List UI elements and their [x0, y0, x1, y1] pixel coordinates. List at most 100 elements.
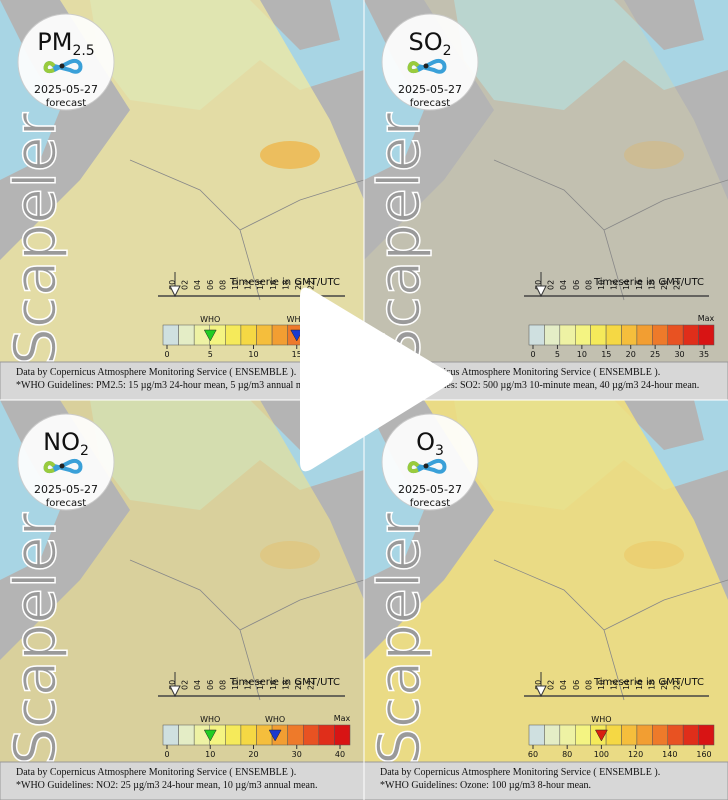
logo-green [407, 461, 420, 474]
scale-cell [287, 724, 304, 746]
who-label: WHO [200, 715, 220, 724]
border [129, 159, 364, 301]
scale-cell [605, 724, 622, 746]
max-label: Max [698, 314, 715, 323]
land [614, 0, 704, 50]
hour-label: 12 [244, 280, 253, 290]
scale-cell [698, 724, 715, 746]
pollution [364, 400, 728, 800]
hour-label: 00 [168, 280, 177, 290]
scale-cell [667, 324, 684, 346]
scale-cell [225, 324, 242, 346]
scale-tick-label: 5 [555, 350, 560, 359]
footer-text: Data by Copernicus Atmosphere Monitoring… [16, 367, 296, 378]
hour-label: 06 [572, 680, 581, 690]
scale-cell [621, 324, 638, 346]
hotspot [260, 541, 320, 569]
who-marker [203, 329, 217, 342]
scale-tick-label: 10 [577, 350, 587, 359]
pollutant-name: NO [43, 428, 80, 456]
hour-label: 14 [622, 280, 631, 290]
scale-tick-label: 60 [528, 750, 538, 759]
scale-tick-label: 10 [248, 350, 258, 359]
hour-label: 04 [559, 680, 568, 690]
scale-cell [162, 724, 179, 746]
logo-dot [423, 63, 429, 69]
map-panel: Scapeler PM2.5 2025-05-27 forecast Timeserie… [0, 0, 364, 400]
pollutant-name: O [416, 428, 435, 456]
hour-label: 04 [193, 680, 202, 690]
forecast: forecast [46, 98, 87, 109]
border [493, 559, 728, 701]
scale-cell [621, 724, 638, 746]
hour-label: 08 [584, 680, 593, 690]
hour-label: 16 [269, 280, 278, 290]
scale-tick-label: 0 [530, 350, 535, 359]
logo-dot [423, 463, 429, 469]
hour-label: 02 [181, 280, 190, 290]
border [493, 159, 728, 301]
hour-label: 12 [244, 680, 253, 690]
hour-label: 00 [168, 680, 177, 690]
max-label: Max [334, 714, 351, 723]
scale-tick-label: 80 [562, 750, 572, 759]
pollution [364, 0, 728, 400]
date: 2025-05-27 [398, 483, 462, 496]
scale-cell [559, 324, 576, 346]
footer-text: Data by Copernicus Atmosphere Monitoring… [380, 367, 660, 378]
hour-label: 02 [181, 680, 190, 690]
logo-green [407, 61, 420, 74]
land [250, 0, 340, 50]
land [614, 400, 704, 450]
pollutant-title: NO2 [43, 428, 89, 459]
hour-label: 22 [673, 680, 682, 690]
timeserie-label: Timeserie in GMT/UTC [593, 277, 704, 288]
scale-tick-label: 120 [628, 750, 643, 759]
scale-cell [698, 324, 715, 346]
hour-label: 14 [256, 280, 265, 290]
map: Scapeler PM2.5 2025-05-27 forecast Timeserie… [0, 0, 364, 400]
hour-label: 08 [218, 280, 227, 290]
logo-green [43, 61, 56, 74]
scale-tick-label: 0 [164, 350, 169, 359]
scale-cell [178, 324, 195, 346]
pollutant-sub: 2 [80, 443, 89, 459]
hour-label: 10 [231, 280, 240, 290]
logo-green [43, 461, 56, 474]
scale-tick-label: 0 [164, 750, 169, 759]
scale-cell [334, 724, 351, 746]
who-marker [268, 729, 282, 742]
scale-cell [240, 724, 257, 746]
watermark: Scapeler [1, 112, 69, 365]
hour-label: 04 [193, 280, 202, 290]
scale-tick-label: 20 [248, 750, 258, 759]
timeserie-label: Timeserie in GMT/UTC [229, 277, 340, 288]
scale-tick-label: 30 [292, 750, 302, 759]
pollutant-title: SO2 [408, 28, 451, 59]
who-label: WHO [591, 715, 611, 724]
watermark: Scapeler [365, 512, 433, 765]
logo-dot [59, 63, 65, 69]
footer-text: *WHO Guidelines: PM2.5: 15 µg/m3 24-hour… [16, 380, 320, 391]
footer-text: *WHO Guidelines: Ozone: 100 µg/m3 8-hour… [380, 780, 591, 791]
watermark: Scapeler [365, 112, 433, 365]
scale-tick-label: 15 [601, 350, 611, 359]
hour-label: 14 [622, 680, 631, 690]
scale-cell [256, 724, 273, 746]
map: Scapeler O3 2025-05-27 forecast Timeserie in… [364, 400, 728, 800]
who-marker [290, 329, 304, 342]
pollutant-sub: 3 [435, 443, 444, 459]
footer-text: *WHO Guidelines: NO2: 25 µg/m3 24-hour m… [16, 780, 317, 791]
map: Scapeler NO2 2025-05-27 forecast Timeserie i… [0, 400, 364, 800]
footer-text: *WHO Guidelines: SO2: 500 µg/m3 10-minut… [380, 380, 699, 391]
hour-label: 08 [584, 280, 593, 290]
map-panel: Scapeler O3 2025-05-27 forecast Timeserie in… [364, 400, 728, 800]
hour-label: 16 [635, 280, 644, 290]
who-label: WHO [265, 715, 285, 724]
hour-label: 18 [647, 680, 656, 690]
play-button[interactable] [300, 287, 453, 472]
hour-label: 10 [231, 680, 240, 690]
hour-label: 22 [307, 280, 316, 290]
footer [0, 761, 364, 800]
